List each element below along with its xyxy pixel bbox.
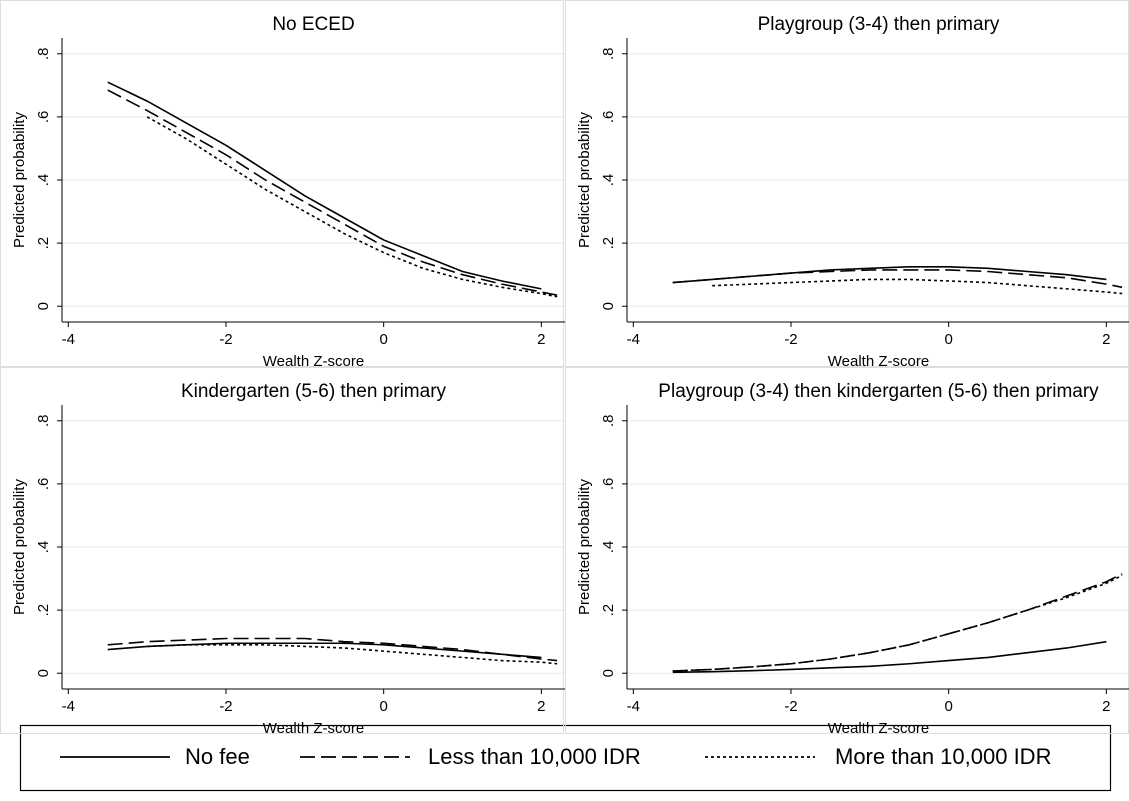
series-line xyxy=(672,574,1123,672)
y-tick-label: 0 xyxy=(600,302,617,310)
x-tick-label: -2 xyxy=(784,698,797,715)
y-tick-label: .6 xyxy=(35,478,52,491)
series-line xyxy=(712,278,1123,295)
y-tick-label: .6 xyxy=(600,478,617,491)
series-line xyxy=(672,640,1107,674)
y-tick-label: 0 xyxy=(35,302,52,310)
series-line xyxy=(107,81,542,290)
x-tick-label: 0 xyxy=(944,331,952,348)
y-axis-label: Predicted probability xyxy=(11,112,28,248)
series-line xyxy=(672,269,1123,289)
series-line xyxy=(107,89,558,296)
x-axis-label: Wealth Z-score xyxy=(828,353,929,370)
y-tick-label: .4 xyxy=(600,541,617,554)
y-axis-label: Predicted probability xyxy=(11,479,28,615)
y-tick-label: .6 xyxy=(600,111,617,124)
x-tick-label: 2 xyxy=(537,698,545,715)
y-axis-label: Predicted probability xyxy=(576,479,593,615)
y-tick-label: 0 xyxy=(600,669,617,677)
x-tick-label: -2 xyxy=(219,698,232,715)
x-tick-label: 0 xyxy=(944,698,952,715)
series-line xyxy=(146,116,558,298)
y-tick-label: .4 xyxy=(35,541,52,554)
x-tick-label: -4 xyxy=(62,331,75,348)
y-tick-label: .2 xyxy=(600,604,617,617)
chart-title: Kindergarten (5-6) then primary xyxy=(181,381,447,402)
legend-label: No fee xyxy=(185,744,250,769)
x-tick-label: 0 xyxy=(379,331,387,348)
panel-border xyxy=(0,367,564,734)
x-tick-label: -4 xyxy=(627,331,640,348)
x-tick-label: -2 xyxy=(784,331,797,348)
series-line xyxy=(147,644,558,665)
y-tick-label: .2 xyxy=(600,237,617,250)
series-line xyxy=(107,637,558,662)
y-tick-label: 0 xyxy=(35,669,52,677)
x-tick-label: -2 xyxy=(219,331,232,348)
y-tick-label: .6 xyxy=(35,111,52,124)
x-tick-label: -4 xyxy=(627,698,640,715)
x-axis-label: Wealth Z-score xyxy=(263,720,364,737)
x-tick-label: 2 xyxy=(1102,331,1110,348)
chart-title: Playgroup (3-4) then kindergarten (5-6) … xyxy=(658,381,1099,402)
y-tick-label: .4 xyxy=(600,174,617,187)
y-axis-label: Predicted probability xyxy=(576,112,593,248)
legend-label: More than 10,000 IDR xyxy=(835,744,1051,769)
x-tick-label: 2 xyxy=(1102,698,1110,715)
y-tick-label: .8 xyxy=(35,48,52,61)
x-axis-label: Wealth Z-score xyxy=(828,720,929,737)
y-tick-label: .4 xyxy=(35,174,52,187)
y-tick-label: .8 xyxy=(35,415,52,428)
y-tick-label: .8 xyxy=(600,415,617,428)
y-tick-label: .2 xyxy=(35,604,52,617)
legend-label: Less than 10,000 IDR xyxy=(428,744,641,769)
x-tick-label: 2 xyxy=(537,331,545,348)
chart-title: Playgroup (3-4) then primary xyxy=(758,14,1000,35)
y-tick-label: .2 xyxy=(35,237,52,250)
x-tick-label: 0 xyxy=(379,698,387,715)
chart-title: No ECED xyxy=(272,14,354,35)
x-tick-label: -4 xyxy=(62,698,75,715)
y-tick-label: .8 xyxy=(600,48,617,61)
panel-border xyxy=(0,0,564,367)
series-line xyxy=(672,573,1123,672)
x-axis-label: Wealth Z-score xyxy=(263,353,364,370)
